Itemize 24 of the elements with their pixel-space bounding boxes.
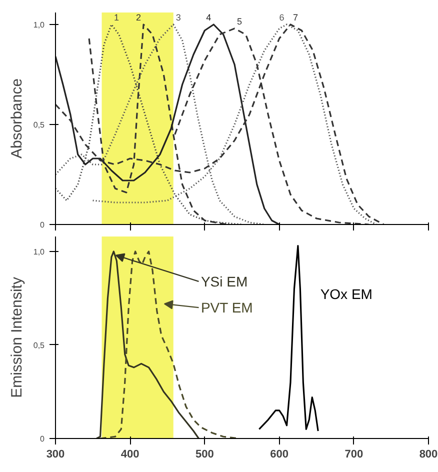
series-label: 6	[279, 12, 284, 22]
x-tick-label: 400	[120, 448, 140, 460]
x-tick-label: 800	[419, 448, 438, 460]
series-label: 1	[114, 12, 119, 22]
y-axis-title: Absorbance	[8, 78, 26, 159]
y-tick-label: 0,5	[33, 340, 46, 350]
y-axis-title: Emission Intensity	[8, 276, 26, 398]
legend-label: PVT EM	[200, 300, 253, 316]
text: YSi EM	[200, 273, 248, 290]
x-tick-label: 600	[270, 448, 288, 460]
x-tick-label: 700	[344, 448, 364, 460]
y-tick-label: 1,0	[33, 247, 46, 256]
x-tick-label: 500	[196, 448, 214, 460]
y-tick-label: 0	[40, 434, 46, 444]
series-label: 2	[136, 12, 142, 22]
y-tick-label: 1,0	[33, 20, 46, 30]
x-tick-label: 300	[46, 448, 65, 460]
y-tick-label: 0,5	[33, 120, 46, 130]
series-label: 3	[176, 12, 181, 22]
series-label: 5	[237, 16, 242, 26]
series-label: YOx EM	[320, 286, 372, 302]
series-label: 4	[206, 12, 212, 22]
series-label: 7	[292, 12, 298, 22]
y-tick-label: 0	[40, 220, 46, 230]
